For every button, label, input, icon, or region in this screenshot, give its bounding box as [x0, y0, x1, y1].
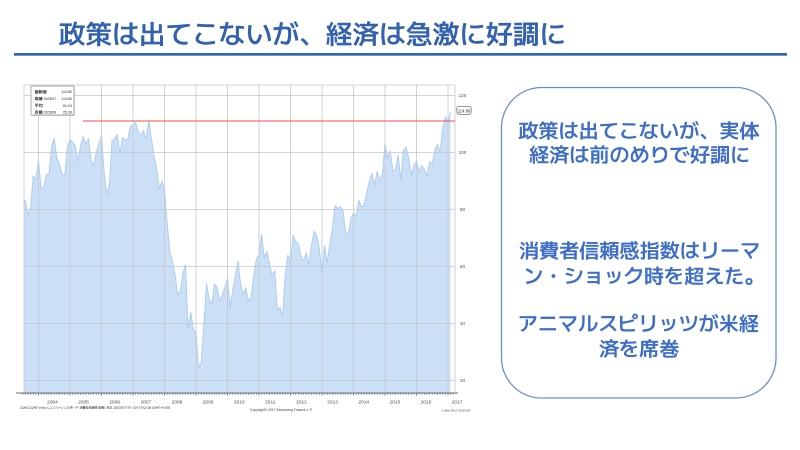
svg-text:2016: 2016: [421, 399, 432, 405]
svg-text:2014: 2014: [358, 399, 369, 405]
svg-text:2005: 2005: [78, 399, 89, 405]
svg-text:2010: 2010: [234, 399, 245, 405]
svg-text:120: 120: [459, 93, 467, 98]
svg-text:2012: 2012: [296, 399, 307, 405]
svg-text:1-Mar-2017 03:03:54: 1-Mar-2017 03:03:54: [442, 409, 470, 413]
svg-text:2009: 2009: [203, 399, 214, 405]
svg-text:114.80: 114.80: [458, 108, 471, 113]
svg-text:25.30: 25.30: [63, 111, 72, 115]
svg-text:2008: 2008: [172, 399, 183, 405]
svg-text:02/28/09: 02/28/09: [44, 111, 57, 115]
svg-text:2017: 2017: [452, 399, 463, 405]
svg-text:2013: 2013: [327, 399, 338, 405]
svg-text:20: 20: [460, 378, 466, 383]
svg-text:02/28/17: 02/28/17: [44, 97, 57, 101]
svg-text:114.80: 114.80: [61, 97, 72, 101]
svg-text:2006: 2006: [109, 399, 120, 405]
svg-text:60: 60: [460, 264, 466, 269]
svg-text:80: 80: [460, 207, 466, 212]
svg-text:114.80: 114.80: [61, 90, 72, 94]
svg-text:2007: 2007: [141, 399, 152, 405]
svg-text:81.04: 81.04: [63, 104, 72, 108]
svg-text:2004: 2004: [47, 399, 58, 405]
svg-text:2015: 2015: [389, 399, 400, 405]
svg-text:40: 40: [460, 321, 466, 326]
svg-text:Copyright© 2017 Bloomberg Fina: Copyright© 2017 Bloomberg Finance L.P.: [250, 408, 313, 412]
svg-text:2011: 2011: [265, 399, 276, 405]
svg-text:100: 100: [459, 150, 467, 155]
